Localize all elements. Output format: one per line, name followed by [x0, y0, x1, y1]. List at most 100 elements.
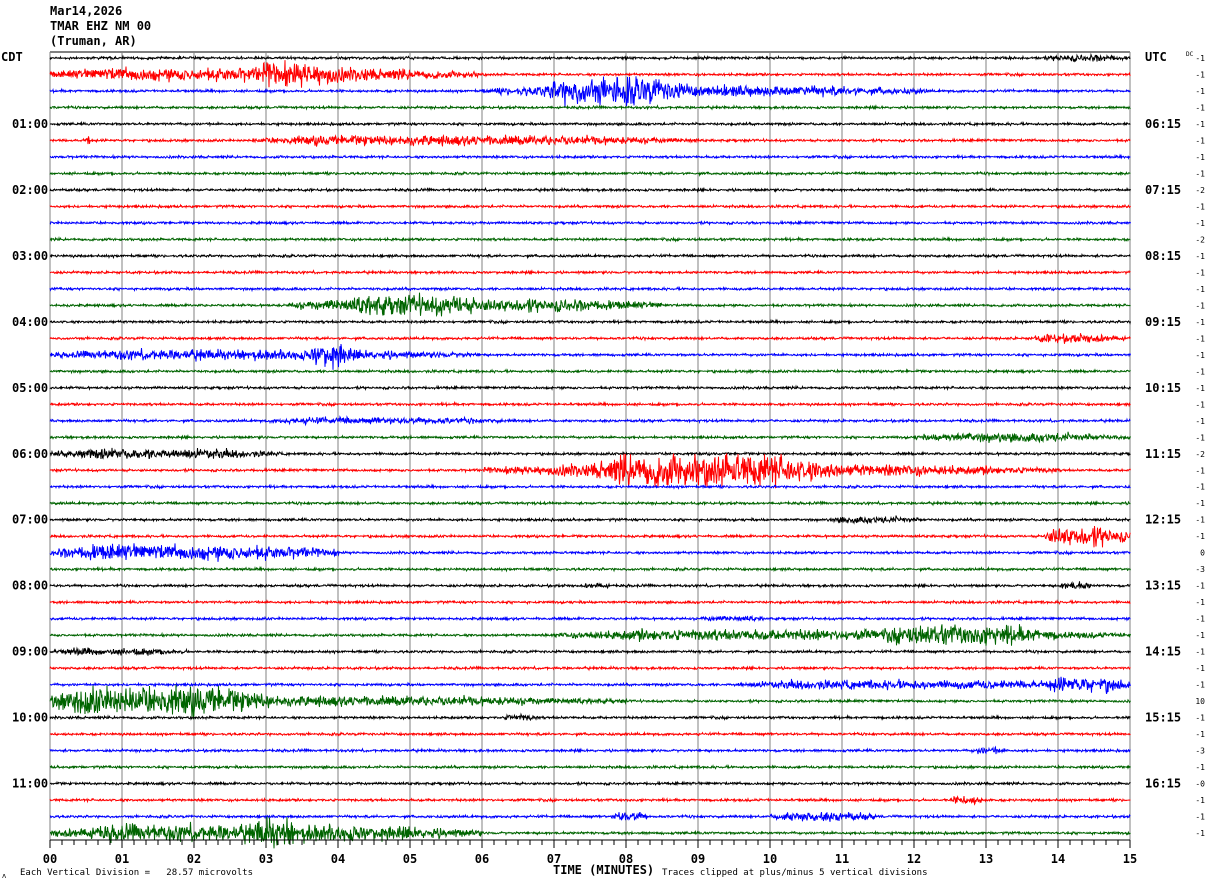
right-hour-label: 14:15	[1145, 645, 1181, 659]
x-tick-label: 10	[763, 852, 777, 866]
dc-offset-value: -1	[1195, 318, 1205, 327]
trace-30	[49, 543, 1131, 562]
left-hour-label: 02:00	[12, 183, 48, 197]
x-tick-label: 14	[1051, 852, 1065, 866]
x-tick-label: 00	[43, 852, 57, 866]
dc-offset-value: -1	[1195, 87, 1205, 96]
dc-offset-value: -1	[1195, 796, 1205, 805]
trace-41	[49, 730, 1131, 738]
header-station: TMAR EHZ NM 00	[50, 19, 151, 33]
dc-offset-value: -1	[1195, 153, 1205, 162]
left-hour-label: 03:00	[12, 249, 48, 263]
trace-17	[49, 333, 1131, 344]
trace-18	[49, 343, 1131, 370]
clip-note: Traces clipped at plus/minus 5 vertical …	[662, 868, 928, 878]
left-hour-label: 10:00	[12, 711, 48, 725]
trace-19	[49, 368, 1131, 375]
trace-21	[49, 400, 1131, 408]
right-hour-label: 15:15	[1145, 711, 1181, 725]
right-hour-label: 11:15	[1145, 447, 1181, 461]
x-tick-label: 02	[187, 852, 201, 866]
trace-44	[49, 780, 1131, 788]
x-tick-label: 07	[547, 852, 561, 866]
dc-offset-value: -1	[1195, 648, 1205, 657]
dc-offset-value: -1	[1195, 301, 1205, 310]
dc-offset-value: -0	[1195, 780, 1205, 789]
trace-45	[49, 795, 1131, 806]
right-timezone: UTC	[1145, 50, 1167, 64]
trace-31	[49, 565, 1131, 573]
corner-mark: ʌ	[2, 872, 6, 880]
dc-offset-value: -1	[1195, 70, 1205, 79]
trace-28	[49, 515, 1131, 525]
dc-offset-value: 10	[1195, 697, 1205, 706]
x-axis-label: TIME (MINUTES)	[553, 863, 654, 877]
header-date: Mar14,2026	[50, 4, 122, 18]
dc-offset-value: -1	[1195, 829, 1205, 838]
trace-5	[49, 134, 1131, 147]
right-hour-label: 12:15	[1145, 513, 1181, 527]
trace-40	[49, 712, 1131, 722]
trace-6	[49, 153, 1131, 161]
trace-14	[49, 285, 1131, 293]
dc-offset-value: -1	[1195, 433, 1205, 442]
trace-4	[49, 120, 1131, 128]
trace-37	[49, 664, 1131, 672]
dc-offset-value: -1	[1195, 285, 1205, 294]
trace-23	[49, 431, 1131, 444]
x-tick-label: 05	[403, 852, 417, 866]
x-tick-label: 09	[691, 852, 705, 866]
trace-46	[49, 811, 1131, 822]
time-axis: 00 01 02 03 04 05 06 07 08 09 10 11 12 13 14 15	[43, 839, 1137, 866]
trace-11	[49, 235, 1131, 243]
left-hour-label: 07:00	[12, 513, 48, 527]
dc-offset-value: -1	[1195, 136, 1205, 145]
x-tick-label: 11	[835, 852, 849, 866]
trace-42	[49, 745, 1131, 755]
x-tick-label: 15	[1123, 852, 1137, 866]
trace-38	[49, 676, 1131, 694]
dc-offset-value: -1	[1195, 103, 1205, 112]
dc-offset-value: -1	[1195, 763, 1205, 772]
x-tick-label: 04	[331, 852, 345, 866]
dc-offset-value: -2	[1195, 450, 1205, 459]
trace-27	[49, 499, 1131, 507]
right-hour-label: 16:15	[1145, 777, 1181, 791]
right-hour-label: 07:15	[1145, 183, 1181, 197]
dc-offset-value: -1	[1195, 615, 1205, 624]
scale-text: Each Vertical Division = 28.57 microvolt…	[20, 868, 253, 878]
dc-offset-value: -1	[1195, 499, 1205, 508]
trace-34	[49, 614, 1131, 623]
trace-9	[49, 203, 1131, 210]
dc-offset-value: -1	[1195, 351, 1205, 360]
dc-offset-value: -3	[1195, 565, 1205, 574]
trace-15	[49, 292, 1131, 318]
trace-24	[49, 447, 1131, 460]
dc-offset-value: -1	[1195, 483, 1205, 492]
trace-29	[49, 525, 1131, 548]
trace-32	[49, 581, 1131, 590]
left-timezone: CDT	[1, 50, 23, 64]
x-tick-label: 03	[259, 852, 273, 866]
left-hour-label: 08:00	[12, 579, 48, 593]
dc-offset-value: -1	[1195, 466, 1205, 475]
right-hour-label: 08:15	[1145, 249, 1181, 263]
trace-35	[49, 624, 1131, 646]
x-tick-label: 08	[619, 852, 633, 866]
trace-1	[49, 60, 1131, 88]
dc-offset-value: -1	[1195, 714, 1205, 723]
dc-offset-value: -1	[1195, 384, 1205, 393]
trace-16	[49, 318, 1131, 325]
dc-offset-value: -1	[1195, 202, 1205, 211]
x-tick-label: 13	[979, 852, 993, 866]
trace-3	[49, 104, 1131, 111]
trace-0	[49, 52, 1131, 63]
trace-labels: -1 -1 -1 -1 -1 01:00 06:15 -1 -1 -1 -2 02:00 07:15 -1…	[12, 54, 1205, 838]
dc-offset-value: -1	[1195, 631, 1205, 640]
dc-offset-value: -1	[1195, 681, 1205, 690]
dc-offset-value: -1	[1195, 252, 1205, 261]
right-hour-label: 09:15	[1145, 315, 1181, 329]
trace-10	[49, 219, 1131, 227]
right-hour-label: 10:15	[1145, 381, 1181, 395]
